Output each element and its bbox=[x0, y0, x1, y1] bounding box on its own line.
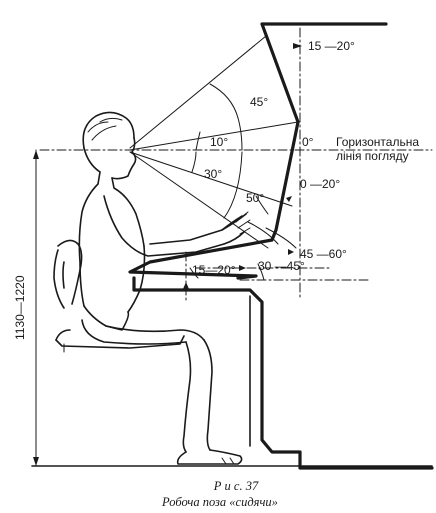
eye-height-dimension bbox=[33, 149, 39, 467]
label-lower-view: 45 —60° bbox=[300, 247, 347, 261]
seated-person bbox=[78, 111, 251, 465]
keyboard-shelf-outline bbox=[128, 238, 274, 280]
label-eye-height: 1130—1220 bbox=[13, 275, 27, 340]
caption-title: Робоча поза «сидячи» bbox=[161, 495, 278, 509]
label-forearm-angle: 30 —45° bbox=[258, 259, 305, 273]
horizon-label-line1: Горизонтальна bbox=[336, 135, 419, 149]
horizon-label-line2: лінія погляду bbox=[336, 149, 409, 163]
display-panel-outline bbox=[260, 22, 388, 242]
angle-arcs bbox=[189, 83, 297, 281]
label-view-50: 50° bbox=[246, 191, 264, 205]
label-upper-view: 45° bbox=[250, 95, 268, 109]
caption-figure-number: Р и с. 37 bbox=[213, 479, 259, 493]
chair bbox=[53, 239, 185, 353]
label-view-10: 10° bbox=[210, 135, 228, 149]
label-display-tilt: 15 —20° bbox=[308, 39, 355, 53]
angle-arrows bbox=[183, 43, 302, 289]
label-view-30: 30° bbox=[204, 167, 222, 181]
label-horizon-zero: 0° bbox=[302, 135, 314, 149]
label-desk-angle: 15—20° bbox=[192, 263, 236, 277]
desk-top-outline bbox=[132, 276, 434, 470]
sight-rays bbox=[129, 35, 299, 249]
label-keyboard-tilt: 0 —20° bbox=[300, 177, 340, 191]
